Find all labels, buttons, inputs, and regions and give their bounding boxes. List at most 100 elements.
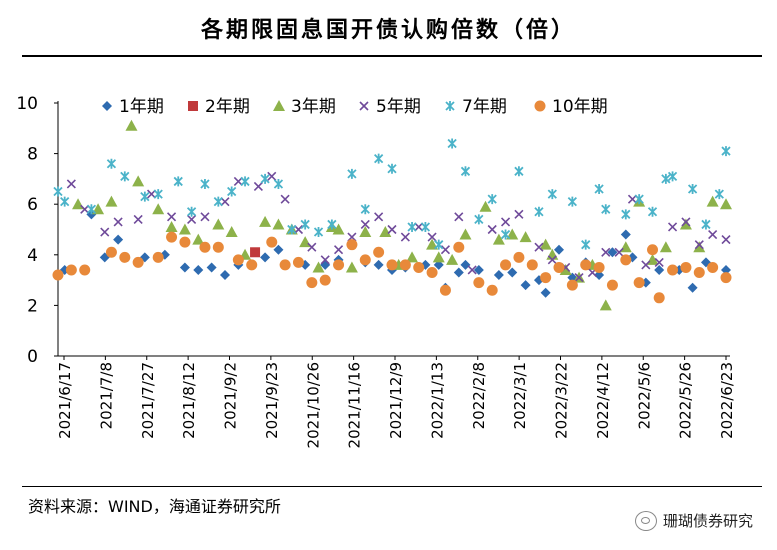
point-series-6 [65, 264, 77, 276]
point-series-3 [432, 251, 445, 263]
point-series-5 [581, 239, 591, 250]
point-series-6 [232, 254, 244, 266]
point-series-2 [250, 247, 261, 258]
point-series-4 [694, 240, 704, 250]
x-tick-label: 2022/6/23 [718, 362, 736, 439]
point-series-5 [106, 158, 117, 169]
point-series-3 [272, 218, 285, 230]
point-series-6 [119, 251, 131, 263]
point-series-6 [359, 254, 371, 266]
point-series-5 [407, 221, 417, 232]
legend-label-series-3: 3年期 [291, 97, 336, 117]
point-series-5 [60, 196, 70, 207]
point-series-5 [300, 219, 310, 230]
point-series-1 [520, 280, 531, 291]
legend-marker-series-5 [445, 101, 455, 111]
legend-marker-series-1 [102, 101, 112, 111]
point-series-6 [333, 259, 345, 271]
legend-label-series-6: 10年期 [552, 97, 608, 117]
point-series-6 [386, 259, 398, 271]
point-series-5 [153, 189, 163, 200]
x-tick-label: 2021/7/27 [139, 362, 157, 439]
point-series-6 [306, 277, 318, 289]
point-series-4 [427, 232, 437, 242]
point-series-3 [312, 261, 325, 273]
point-series-5 [173, 176, 183, 187]
point-series-5 [287, 224, 297, 235]
point-series-5 [460, 166, 471, 177]
point-series-4 [614, 247, 624, 257]
point-series-1 [273, 244, 284, 255]
point-series-4 [133, 214, 143, 224]
point-series-6 [647, 244, 659, 256]
point-series-4 [146, 189, 157, 199]
point-series-4 [708, 229, 718, 240]
point-series-3 [559, 263, 572, 275]
point-series-5 [547, 189, 557, 200]
point-series-6 [52, 269, 64, 281]
point-series-5 [86, 204, 97, 215]
point-series-4 [187, 214, 197, 224]
point-series-1 [453, 267, 464, 278]
point-series-3 [192, 233, 205, 245]
point-series-5 [500, 229, 511, 240]
point-series-3 [492, 233, 505, 245]
point-series-4 [667, 222, 678, 232]
point-series-1 [687, 282, 698, 293]
point-series-3 [152, 203, 165, 215]
point-series-3 [519, 231, 532, 243]
point-series-3 [132, 175, 145, 187]
x-tick-label: 2022/2/8 [470, 362, 488, 429]
point-series-3 [359, 226, 372, 238]
point-series-5 [487, 194, 497, 205]
point-series-4 [467, 265, 477, 275]
legend-label-series-1: 1年期 [119, 97, 164, 117]
point-series-5 [567, 196, 577, 207]
point-series-6 [693, 267, 705, 279]
point-series-6 [439, 284, 451, 296]
point-series-3 [706, 195, 719, 207]
point-series-5 [647, 206, 658, 217]
wechat-icon [634, 510, 657, 531]
x-tick-label: 2021/12/9 [387, 362, 405, 439]
point-series-6 [500, 259, 512, 271]
point-series-4 [320, 255, 330, 265]
point-series-3 [259, 215, 272, 227]
point-series-3 [125, 119, 138, 131]
point-series-4 [360, 219, 370, 230]
point-series-6 [179, 236, 191, 248]
point-series-5 [621, 209, 631, 220]
point-series-3 [659, 241, 672, 253]
point-series-4 [66, 179, 76, 189]
point-series-1 [607, 247, 618, 258]
point-series-6 [266, 236, 278, 248]
point-series-1 [373, 259, 384, 270]
point-series-6 [199, 241, 211, 253]
point-series-4 [721, 235, 731, 245]
point-series-4 [200, 212, 210, 222]
point-series-1 [433, 259, 444, 270]
point-series-4 [627, 194, 638, 204]
point-series-5 [721, 146, 731, 157]
point-series-5 [360, 204, 370, 215]
point-series-6 [426, 267, 438, 279]
point-series-6 [399, 259, 411, 271]
y-tick-label: 10 [16, 94, 38, 114]
point-series-6 [653, 292, 665, 304]
point-series-3 [539, 238, 552, 250]
point-series-5 [634, 194, 644, 205]
point-series-4 [454, 212, 464, 222]
point-series-4 [374, 212, 384, 222]
point-series-4 [654, 257, 664, 267]
point-series-6 [105, 246, 117, 258]
legend-marker-series-3 [273, 100, 285, 111]
point-series-5 [213, 196, 223, 207]
point-series-4 [534, 242, 544, 252]
point-series-3 [479, 200, 492, 212]
point-series-5 [140, 191, 150, 202]
point-series-4 [233, 176, 243, 186]
point-series-1 [260, 252, 271, 263]
point-series-4 [681, 217, 691, 227]
point-series-6 [279, 259, 291, 271]
point-series-6 [212, 241, 224, 253]
